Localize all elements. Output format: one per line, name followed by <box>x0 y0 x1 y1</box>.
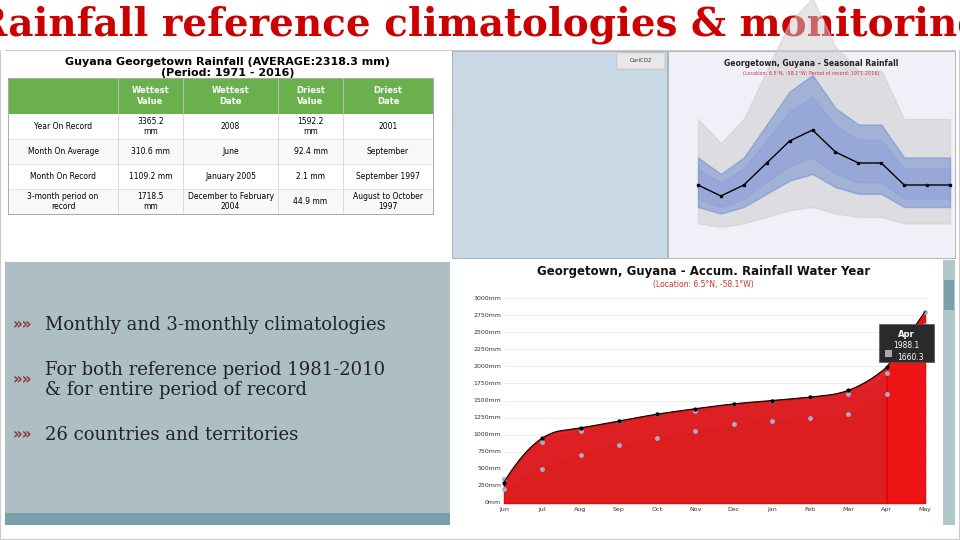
Bar <box>452 51 667 258</box>
Text: Month On Record: Month On Record <box>30 172 96 181</box>
Text: Aug: Aug <box>574 507 587 512</box>
Text: Monthly and 3-monthly climatologies: Monthly and 3-monthly climatologies <box>45 316 386 334</box>
Text: 92.4 mm: 92.4 mm <box>294 147 327 156</box>
Text: »»: »» <box>12 428 32 442</box>
Bar <box>8 78 433 214</box>
Text: »»: »» <box>12 373 32 388</box>
Text: 26 countries and territories: 26 countries and territories <box>45 426 299 444</box>
Bar <box>0 0 960 50</box>
Bar <box>878 324 934 362</box>
Text: June: June <box>222 147 239 156</box>
Bar <box>944 280 954 310</box>
Text: 1750mm: 1750mm <box>473 381 501 386</box>
Bar <box>8 164 433 189</box>
Text: Jan: Jan <box>767 507 777 512</box>
Text: 0mm: 0mm <box>485 501 501 505</box>
Text: 1660.3: 1660.3 <box>897 353 924 362</box>
Text: Jul: Jul <box>539 507 546 512</box>
Bar <box>5 262 450 525</box>
Text: 1000mm: 1000mm <box>473 432 501 437</box>
Text: 2.1 mm: 2.1 mm <box>296 172 325 181</box>
Text: 3000mm: 3000mm <box>473 295 501 300</box>
Text: Mar: Mar <box>843 507 854 512</box>
Text: For both reference period 1981-2010
& for entire period of record: For both reference period 1981-2010 & fo… <box>45 361 385 400</box>
Text: 2000mm: 2000mm <box>473 364 501 369</box>
Bar <box>943 260 955 525</box>
Text: CariCO2: CariCO2 <box>630 58 652 64</box>
Text: 2001: 2001 <box>378 122 397 131</box>
Bar <box>5 513 450 525</box>
Text: August to October
1997: August to October 1997 <box>353 192 423 211</box>
Text: 1109.2 mm: 1109.2 mm <box>129 172 172 181</box>
Text: 500mm: 500mm <box>477 467 501 471</box>
Bar <box>885 350 892 357</box>
Text: Jun: Jun <box>499 507 509 512</box>
Text: 250mm: 250mm <box>477 483 501 488</box>
Bar <box>5 52 450 260</box>
Bar <box>617 53 665 69</box>
Text: Feb: Feb <box>804 507 816 512</box>
Text: Georgetown, Guyana - Seasonal Rainfall: Georgetown, Guyana - Seasonal Rainfall <box>724 59 899 68</box>
Text: 44.9 mm: 44.9 mm <box>294 197 327 206</box>
Text: Sep: Sep <box>612 507 625 512</box>
Bar <box>8 78 433 114</box>
Text: May: May <box>919 507 931 512</box>
Bar <box>668 51 955 258</box>
Bar <box>452 260 955 525</box>
Text: December to February
2004: December to February 2004 <box>187 192 274 211</box>
Text: 1250mm: 1250mm <box>473 415 501 420</box>
Text: Wettest
Value: Wettest Value <box>132 86 169 106</box>
Text: Driest
Value: Driest Value <box>296 86 325 106</box>
Text: Dec: Dec <box>728 507 740 512</box>
Text: 1988.1: 1988.1 <box>893 341 920 350</box>
Text: Month On Average: Month On Average <box>28 147 99 156</box>
Text: »»: »» <box>12 318 32 333</box>
Bar <box>8 139 433 164</box>
Text: Guyana Georgetown Rainfall (AVERAGE:2318.3 mm): Guyana Georgetown Rainfall (AVERAGE:2318… <box>65 57 390 67</box>
Text: Rainfall reference climatologies & monitoring: Rainfall reference climatologies & monit… <box>0 6 960 44</box>
Text: 2250mm: 2250mm <box>473 347 501 352</box>
Text: Oct: Oct <box>652 507 662 512</box>
Text: Year On Record: Year On Record <box>34 122 92 131</box>
Text: 2500mm: 2500mm <box>473 329 501 335</box>
Text: 2008: 2008 <box>221 122 240 131</box>
Text: 1718.5
mm: 1718.5 mm <box>137 192 164 211</box>
Text: 1500mm: 1500mm <box>473 398 501 403</box>
Text: Apr: Apr <box>881 507 892 512</box>
Text: 310.6 mm: 310.6 mm <box>132 147 170 156</box>
Bar <box>8 114 433 139</box>
Text: (Period: 1971 - 2016): (Period: 1971 - 2016) <box>160 68 295 78</box>
Text: 750mm: 750mm <box>477 449 501 454</box>
Text: 2750mm: 2750mm <box>473 313 501 318</box>
Text: Nov: Nov <box>689 507 702 512</box>
Text: September: September <box>367 147 409 156</box>
Text: (Location: 6.5°N, -58.1°W): (Location: 6.5°N, -58.1°W) <box>653 280 754 289</box>
Text: September 1997: September 1997 <box>356 172 420 181</box>
Text: 3-month period on
record: 3-month period on record <box>28 192 99 211</box>
Text: 3365.2
mm: 3365.2 mm <box>137 117 164 136</box>
Text: (Location: 6.5°N, -58.1°W; Period of record: 1971-2016): (Location: 6.5°N, -58.1°W; Period of rec… <box>743 71 879 76</box>
Text: Apr: Apr <box>898 330 915 339</box>
Text: Wettest
Date: Wettest Date <box>211 86 250 106</box>
Text: January 2005: January 2005 <box>205 172 256 181</box>
Text: Georgetown, Guyana - Accum. Rainfall Water Year: Georgetown, Guyana - Accum. Rainfall Wat… <box>537 265 870 278</box>
Bar <box>8 189 433 214</box>
Text: 1592.2
mm: 1592.2 mm <box>298 117 324 136</box>
Text: Driest
Date: Driest Date <box>373 86 402 106</box>
